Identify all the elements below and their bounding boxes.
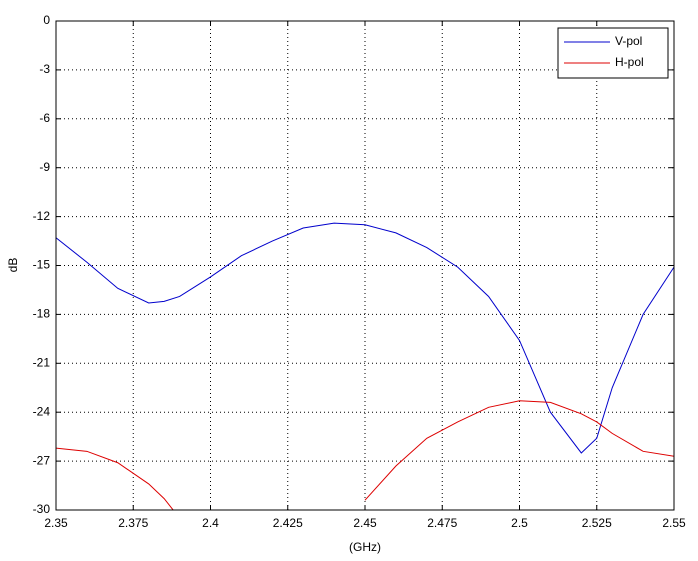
plot-frame	[55, 20, 675, 511]
y-tick-label: -30	[33, 502, 51, 516]
x-tick-label: 2.525	[582, 516, 612, 530]
series-line	[56, 400, 674, 510]
x-tick-label: 2.55	[662, 516, 686, 530]
x-tick-label: 2.45	[353, 516, 377, 530]
legend-box	[557, 27, 669, 79]
y-tick-label: -18	[33, 307, 51, 321]
x-axis-label: (GHz)	[349, 540, 381, 554]
legend-label: H-pol	[615, 55, 644, 69]
x-tick-label: 2.425	[273, 516, 303, 530]
y-tick-label: -21	[33, 355, 51, 369]
y-tick-label: -6	[39, 111, 50, 125]
x-tick-label: 2.35	[44, 516, 68, 530]
y-axis-label: dB	[6, 258, 20, 273]
y-tick-label: -3	[39, 62, 50, 76]
x-tick-label: 2.475	[427, 516, 457, 530]
y-tick-label: 0	[43, 13, 50, 27]
x-tick-label: 2.4	[202, 516, 219, 530]
y-tick-label: -15	[33, 258, 51, 272]
y-tick-label: -12	[33, 209, 51, 223]
x-tick-label: 2.5	[511, 516, 528, 530]
plot-lines	[56, 222, 674, 510]
legend-label: V-pol	[615, 34, 642, 48]
x-tick-label: 2.375	[118, 516, 148, 530]
y-tick-label: -27	[33, 453, 51, 467]
series-line	[56, 222, 674, 454]
y-tick-label: -24	[33, 404, 51, 418]
y-tick-label: -9	[39, 160, 50, 174]
